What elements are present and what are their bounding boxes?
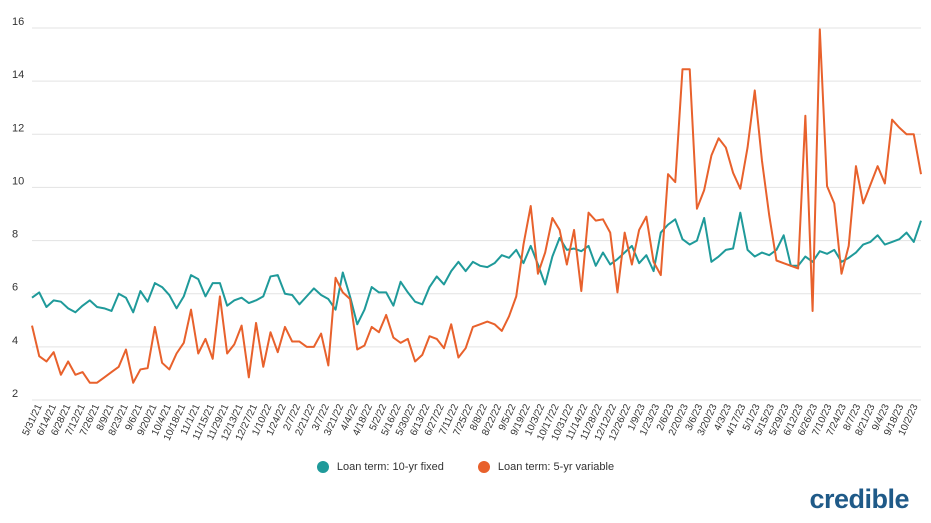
legend-label-5yr-variable: Loan term: 5-yr variable (497, 461, 615, 473)
y-axis-ticks: 2 4 6 8 10 12 14 16 (12, 16, 24, 400)
legend-item-10yr-fixed[interactable]: Loan term: 10-yr fixed (316, 461, 444, 473)
gridlines (32, 27, 921, 401)
series-line-10yr-fixed (31, 211, 922, 326)
series-layer (31, 28, 922, 384)
legend-swatch-5yr-variable (477, 461, 490, 473)
y-tick-label: 16 (12, 16, 24, 28)
y-tick-label: 14 (12, 69, 24, 81)
series-line-5yr-variable (31, 28, 922, 384)
credible-logo: credible (809, 484, 909, 514)
y-tick-label: 2 (12, 388, 18, 400)
y-tick-label: 10 (12, 175, 24, 187)
x-axis-ticks: 5/31/216/14/216/28/217/12/217/26/218/9/2… (21, 402, 921, 442)
legend-label-10yr-fixed: Loan term: 10-yr fixed (336, 461, 444, 473)
y-tick-label: 12 (12, 122, 24, 134)
y-tick-label: 8 (12, 229, 18, 241)
legend: Loan term: 10-yr fixed Loan term: 5-yr v… (0, 461, 931, 473)
y-tick-label: 4 (12, 335, 18, 347)
legend-swatch-10yr-fixed (316, 461, 329, 473)
y-tick-label: 6 (12, 282, 18, 294)
legend-item-5yr-variable[interactable]: Loan term: 5-yr variable (477, 461, 615, 473)
